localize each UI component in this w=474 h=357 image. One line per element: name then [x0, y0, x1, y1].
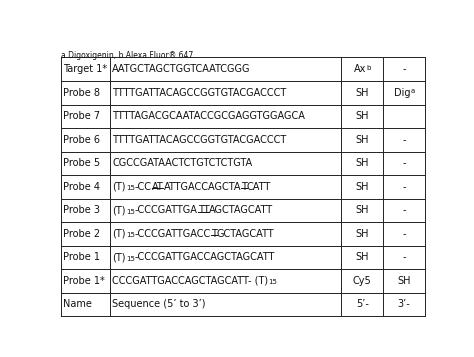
Text: AGCTAGCATT: AGCTAGCATT — [209, 205, 273, 215]
Text: TT: TT — [198, 205, 209, 215]
Text: (T): (T) — [112, 229, 126, 239]
Text: -: - — [402, 205, 406, 215]
Text: T: T — [241, 182, 247, 192]
Text: b: b — [366, 65, 371, 71]
Text: AT: AT — [152, 182, 164, 192]
Text: SH: SH — [356, 111, 369, 121]
Text: -CCCGATTGACC: -CCCGATTGACC — [135, 229, 211, 239]
Text: SH: SH — [356, 182, 369, 192]
Text: 5’-: 5’- — [356, 300, 369, 310]
Text: GCTAGCATT: GCTAGCATT — [217, 229, 274, 239]
Text: Cy5: Cy5 — [353, 276, 372, 286]
Text: Probe 1: Probe 1 — [63, 252, 100, 262]
Text: Target 1*: Target 1* — [63, 64, 107, 74]
Text: Dig: Dig — [394, 88, 410, 98]
Text: ATTGACCAGCTA: ATTGACCAGCTA — [164, 182, 241, 192]
Text: TTTTGATTACAGCCGGTGTACGACCCT: TTTTGATTACAGCCGGTGTACGACCCT — [112, 88, 287, 98]
Text: a: a — [410, 88, 414, 94]
Text: (T): (T) — [112, 205, 126, 215]
Text: Probe 5: Probe 5 — [63, 158, 100, 168]
Text: SH: SH — [356, 252, 369, 262]
Text: -: - — [402, 182, 406, 192]
Text: 15: 15 — [126, 209, 135, 215]
Text: -: - — [402, 64, 406, 74]
Text: Probe 6: Probe 6 — [63, 135, 100, 145]
Text: 15: 15 — [126, 256, 135, 262]
Text: SH: SH — [356, 88, 369, 98]
Text: -CC: -CC — [135, 182, 152, 192]
Text: SH: SH — [356, 205, 369, 215]
Text: SH: SH — [356, 135, 369, 145]
Text: SH: SH — [397, 276, 411, 286]
Text: Probe 8: Probe 8 — [63, 88, 100, 98]
Text: Name: Name — [63, 300, 92, 310]
Text: -: - — [402, 229, 406, 239]
Text: Probe 4: Probe 4 — [63, 182, 100, 192]
Text: Probe 7: Probe 7 — [63, 111, 100, 121]
Text: 15: 15 — [126, 232, 135, 238]
Text: -: - — [402, 158, 406, 168]
Text: CGCCGATAACTCTGTCTCTGTA: CGCCGATAACTCTGTCTCTGTA — [112, 158, 253, 168]
Text: 3’-: 3’- — [398, 300, 410, 310]
Text: AATGCTAGCTGGTCAATCGGG: AATGCTAGCTGGTCAATCGGG — [112, 64, 251, 74]
Text: Sequence (5’ to 3’): Sequence (5’ to 3’) — [112, 300, 206, 310]
Text: Probe 1*: Probe 1* — [63, 276, 105, 286]
Text: TTTTGATTACAGCCGGTGTACGACCCT: TTTTGATTACAGCCGGTGTACGACCCT — [112, 135, 287, 145]
Text: CCCGATTGACCAGCTAGCATT- (T): CCCGATTGACCAGCTAGCATT- (T) — [112, 276, 268, 286]
Text: 15: 15 — [126, 185, 135, 191]
Text: -: - — [402, 135, 406, 145]
Text: 15: 15 — [268, 279, 277, 285]
Text: (T): (T) — [112, 182, 126, 192]
Text: TTTTAGACGCAATACCGCGAGGTGGAGCA: TTTTAGACGCAATACCGCGAGGTGGAGCA — [112, 111, 305, 121]
Text: SH: SH — [356, 158, 369, 168]
Text: (T): (T) — [112, 252, 126, 262]
Text: -CCCGATTGA: -CCCGATTGA — [135, 205, 198, 215]
Text: SH: SH — [356, 229, 369, 239]
Text: CATT: CATT — [247, 182, 271, 192]
Text: -: - — [402, 252, 406, 262]
Text: Probe 2: Probe 2 — [63, 229, 100, 239]
Text: -CCCGATTGACCAGCTAGCATT: -CCCGATTGACCAGCTAGCATT — [135, 252, 275, 262]
Text: Probe 3: Probe 3 — [63, 205, 100, 215]
Text: Ax: Ax — [354, 64, 366, 74]
Text: T: T — [211, 229, 217, 239]
Text: a Digoxigenin, b Alexa Fluor® 647: a Digoxigenin, b Alexa Fluor® 647 — [61, 51, 193, 60]
